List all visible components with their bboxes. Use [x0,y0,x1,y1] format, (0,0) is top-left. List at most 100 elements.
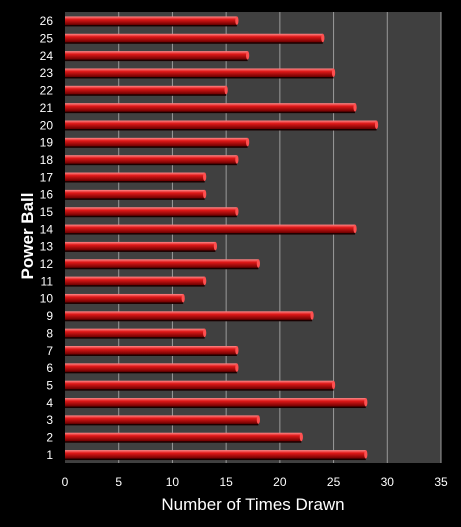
bar-body [65,51,248,60]
bar [65,241,217,252]
y-tick-label: 19 [40,136,54,150]
bar-body [65,189,205,199]
bar-end-cap [224,85,228,95]
y-tick-label: 18 [40,153,54,167]
bars [65,16,379,461]
y-tick-label: 9 [46,309,53,323]
bar-end-cap [256,415,260,424]
bar-end-cap [331,380,336,390]
bar [65,33,325,44]
bar [65,450,368,461]
bar-body [65,207,237,216]
x-tick-label: 15 [219,475,233,489]
x-tick-label: 30 [381,475,395,489]
y-axis-ticks: 1234567891011121314151617181920212223242… [40,14,54,462]
bar-body [65,450,366,459]
bar-end-cap [203,328,207,338]
bar [65,415,260,426]
bar-end-cap [364,450,368,459]
y-tick-label: 12 [40,257,54,271]
bar [65,103,357,114]
bar-body [65,172,205,182]
bar-body [65,241,216,251]
y-axis-title: Power Ball [18,193,37,280]
bar-end-cap [299,432,303,442]
bar-end-cap [203,189,207,199]
bar [65,68,336,79]
bar-body [65,363,237,372]
bar-end-cap [321,33,325,43]
bar-end-cap [364,398,368,407]
bar-end-cap [235,346,239,355]
x-tick-label: 10 [166,475,180,489]
bar-end-cap [235,363,239,372]
bar [65,155,239,166]
y-tick-label: 6 [46,361,53,375]
y-tick-label: 2 [46,430,53,444]
y-tick-label: 21 [40,101,54,115]
bar [65,346,239,356]
x-axis-ticks: 0 5 10 15 20 25 30 35 [62,475,448,489]
y-tick-label: 5 [46,378,53,392]
y-tick-label: 20 [40,118,54,132]
bar-body [65,137,248,147]
y-tick-label: 7 [46,344,53,358]
x-tick-label: 5 [115,475,122,489]
y-tick-label: 26 [40,14,54,28]
bar-end-cap [181,293,185,303]
bar-body [65,380,334,390]
y-tick-label: 24 [40,49,54,63]
bar [65,16,239,27]
bar-body [65,276,205,286]
y-tick-label: 8 [46,326,53,340]
bar-body [65,432,302,442]
x-tick-label: 25 [327,475,341,489]
x-tick-label: 20 [273,475,287,489]
x-tick-label: 0 [62,475,69,489]
y-tick-label: 25 [40,32,54,46]
bar-body [65,293,184,303]
bar-end-cap [246,51,250,60]
x-tick-label: 35 [434,475,448,489]
bar [65,276,207,287]
bar [65,172,207,183]
bar-body [65,16,237,25]
bar-end-cap [203,172,207,182]
bar-body [65,415,259,424]
y-tick-label: 23 [40,66,54,80]
bar-body [65,328,205,338]
bar-body [65,346,237,355]
bar [65,259,260,270]
y-tick-label: 17 [40,170,54,184]
bar-end-cap [310,311,314,320]
y-tick-label: 15 [40,205,54,219]
bar-body [65,33,323,43]
y-tick-label: 14 [40,222,54,236]
bar-end-cap [353,224,357,234]
bar-body [65,103,356,112]
bar [65,189,207,200]
bar [65,120,379,131]
bar [65,311,314,322]
bar [65,85,228,96]
bar [65,224,357,235]
y-tick-label: 4 [46,396,53,410]
bar [65,137,250,148]
y-tick-label: 16 [40,188,54,202]
bar-end-cap [235,155,239,164]
bar-end-cap [256,259,260,268]
bar [65,207,239,218]
bar [65,363,239,374]
bar-end-cap [213,241,217,251]
plot-area [65,12,441,463]
bar-end-cap [331,68,336,77]
bar [65,380,336,391]
bar-body [65,155,237,164]
bar [65,432,303,443]
y-tick-label: 1 [46,448,53,462]
y-tick-label: 11 [41,274,54,288]
bar-body [65,311,313,320]
y-tick-label: 13 [40,240,54,254]
bar [65,328,207,339]
